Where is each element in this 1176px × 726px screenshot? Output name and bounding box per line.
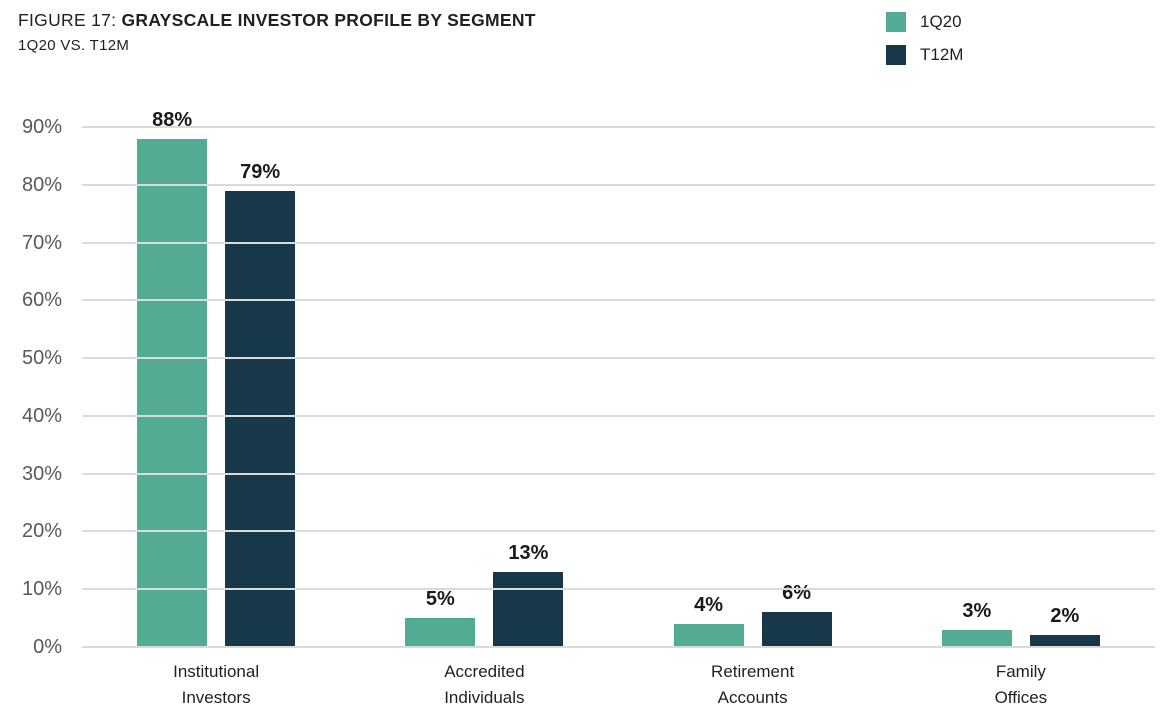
bar-value-label: 2% — [1042, 604, 1088, 629]
chart-title-bold: GRAYSCALE INVESTOR PROFILE BY SEGMENT — [121, 10, 536, 30]
bar-t12m-accredited-individuals: 13% — [493, 540, 564, 647]
bar-groups: 88% 79% 5% 13% 4% 6% 3% 2% — [82, 107, 1155, 647]
legend-swatch-t12m — [886, 45, 906, 65]
bar-value-label: 4% — [686, 592, 732, 617]
bar-value-label: 13% — [500, 540, 557, 565]
legend-swatch-1q20 — [886, 12, 906, 32]
x-axis-category-labels: Institutional Investors Accredited Indivi… — [82, 659, 1155, 712]
gridline — [82, 530, 1155, 533]
figure-label: FIGURE 17: — [18, 10, 117, 30]
category-label-family-offices: Family Offices — [994, 662, 1048, 708]
category-label-retirement-accounts: Retirement Accounts — [711, 662, 795, 708]
legend-label: T12M — [920, 45, 964, 64]
chart-header: FIGURE 17: GRAYSCALE INVESTOR PROFILE BY… — [18, 10, 536, 54]
gridline — [82, 183, 1155, 186]
legend: 1Q20 T12M — [886, 12, 963, 78]
legend-item-t12m: T12M — [886, 45, 963, 65]
chart-subtitle: 1Q20 VS. T12M — [18, 37, 130, 54]
gridline — [82, 299, 1155, 302]
bar-value-label: 3% — [954, 598, 1000, 623]
bar-chart-plot-area: 88% 79% 5% 13% 4% 6% 3% 2% Institutional Invest… — [22, 107, 1155, 707]
bar-value-label: 6% — [774, 581, 820, 606]
bar-group-family-offices: 3% 2% — [887, 127, 1155, 647]
gridline — [82, 241, 1155, 244]
gridline — [82, 588, 1155, 591]
bar-group-retirement-accounts: 4% 6% — [619, 127, 887, 647]
bar-t12m-family-offices: 2% — [1029, 604, 1100, 647]
bar-1q20-institutional-investors: 88% — [137, 107, 208, 647]
bar-group-institutional-investors: 88% 79% — [82, 107, 350, 647]
bar-1q20-family-offices: 3% — [941, 598, 1012, 647]
bar-t12m-retirement-accounts: 6% — [761, 581, 832, 647]
bar-value-label: 5% — [417, 587, 463, 612]
gridline — [82, 357, 1155, 360]
category-label-accredited-individuals: Accredited Individuals — [444, 662, 525, 708]
bar-value-label: 79% — [232, 159, 289, 184]
legend-item-1q20: 1Q20 — [886, 12, 963, 32]
category-label-institutional-investors: Institutional Investors — [173, 662, 260, 708]
legend-label: 1Q20 — [920, 12, 962, 31]
bar-t12m-institutional-investors: 79% — [225, 159, 296, 647]
bar-1q20-retirement-accounts: 4% — [673, 592, 744, 647]
gridline — [82, 126, 1155, 128]
gridline — [82, 646, 1155, 648]
gridline — [82, 414, 1155, 417]
bar-1q20-accredited-individuals: 5% — [405, 587, 476, 647]
gridline — [82, 472, 1155, 475]
chart-title: FIGURE 17: GRAYSCALE INVESTOR PROFILE BY… — [18, 10, 536, 31]
bar-group-accredited-individuals: 5% 13% — [350, 127, 618, 647]
